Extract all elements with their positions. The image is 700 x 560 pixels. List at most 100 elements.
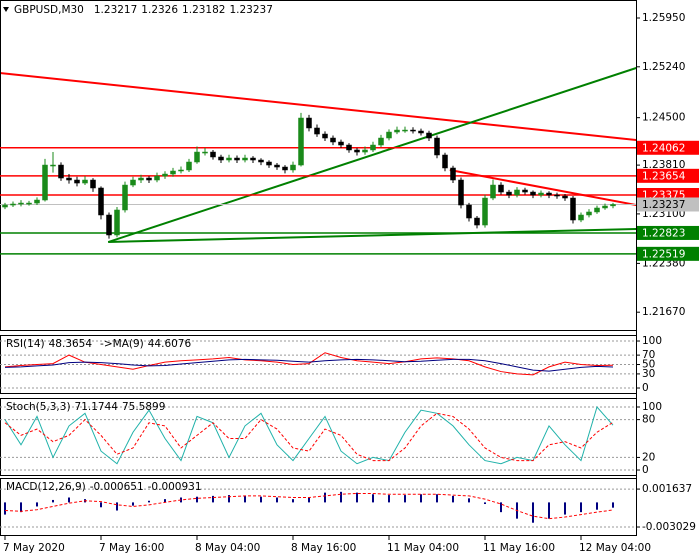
histogram-bar: [100, 502, 102, 508]
candle-body: [554, 194, 560, 197]
x-tick-label: 11 May 16:00: [483, 542, 555, 554]
histogram-bar: [468, 498, 470, 503]
y-tick-label: 100: [642, 335, 662, 347]
candle-body: [122, 184, 128, 211]
y-tick-label: 70: [642, 349, 655, 361]
histogram-bar: [244, 495, 246, 503]
indicator-name: RSI(14): [6, 338, 45, 350]
candle-body: [242, 157, 248, 161]
x-tick-label: 8 May 16:00: [291, 542, 356, 554]
candle-body: [466, 204, 472, 219]
level-label: 1.22823: [642, 227, 685, 239]
y-tick-label: -0.003029: [642, 521, 696, 533]
histogram-bar: [212, 495, 214, 503]
y-tick-label: 1.21670: [642, 306, 685, 318]
candle-body: [82, 179, 88, 184]
header-marker: [3, 7, 9, 12]
candle-body: [546, 192, 552, 196]
candle-body: [266, 161, 272, 166]
histogram-bar: [324, 492, 326, 503]
indicator-line: [4, 352, 614, 376]
indicator-value: -0.000931: [148, 481, 202, 493]
candle-body: [522, 189, 528, 193]
histogram-bar: [452, 495, 454, 503]
histogram-bar: [420, 494, 422, 503]
candle-body: [594, 207, 600, 213]
candle-body: [138, 177, 144, 181]
x-tick-label: 8 May 04:00: [195, 542, 260, 554]
candle-body: [218, 156, 224, 161]
candle-body: [202, 151, 208, 154]
indicator-line: [4, 358, 614, 372]
y-tick-label: 20: [642, 451, 655, 463]
candle-body: [282, 166, 288, 171]
y-tick-label: 50: [642, 359, 655, 371]
histogram-bar: [132, 502, 134, 506]
candle-body: [410, 129, 416, 132]
histogram-bar: [548, 502, 550, 519]
histogram-bar: [308, 497, 310, 503]
candle-body: [274, 164, 280, 168]
candle-body: [490, 184, 496, 199]
trend-line: [108, 228, 636, 244]
candle-body: [58, 164, 64, 179]
y-tick-label: 0: [642, 382, 649, 394]
level-label: 1.24062: [642, 142, 685, 154]
candle-body: [170, 170, 176, 175]
level-label-box: [637, 168, 699, 183]
indicator-title: Stoch(5,3,3) 71.1744 75.5899: [6, 401, 165, 413]
histogram-bar: [436, 494, 438, 503]
candle-body: [562, 195, 568, 199]
x-tick-label: 11 May 04:00: [387, 542, 459, 554]
histogram-bar: [564, 502, 566, 515]
histogram-bar: [356, 492, 358, 503]
candle-body: [530, 191, 536, 196]
y-tick-label: 100: [642, 401, 662, 413]
candle-body: [34, 199, 40, 204]
histogram-bar: [292, 499, 294, 503]
candle-body: [498, 184, 504, 193]
candle-body: [330, 137, 336, 143]
candle-body: [210, 151, 216, 158]
candle-body: [130, 179, 136, 186]
indicator-value: 48.3654: [49, 338, 93, 350]
candle-body: [602, 205, 608, 209]
header: GBPUSD,M30 1.23217 1.2326 1.23182 1.23237: [14, 4, 273, 16]
candle-body: [482, 197, 488, 226]
level-label-box: [637, 225, 699, 240]
current-price-box: [637, 197, 699, 212]
candle-body: [506, 191, 512, 196]
candle-body: [226, 157, 232, 161]
histogram-bar: [596, 502, 598, 510]
indicator-prefix: ->MA(9): [100, 338, 144, 350]
candle-body: [314, 127, 320, 135]
histogram-bar: [52, 499, 54, 503]
candle-body: [514, 189, 520, 196]
histogram-bar: [340, 491, 342, 503]
candle-body: [474, 217, 480, 226]
histogram-bar: [388, 495, 390, 503]
indicator-value: 44.6076: [148, 338, 192, 350]
candle-body: [338, 141, 344, 146]
candle-body: [394, 129, 400, 133]
level-label: 1.23654: [642, 170, 686, 182]
histogram-bar: [68, 497, 70, 503]
histogram-bar: [148, 500, 150, 503]
header-price: 1.23217: [94, 4, 137, 16]
candle-body: [458, 179, 464, 206]
candle-body: [346, 144, 352, 151]
candle-body: [578, 214, 584, 221]
level-label: 1.22519: [642, 248, 685, 260]
histogram-bar: [500, 502, 502, 513]
indicator-value: -0.000651: [90, 481, 144, 493]
symbol: GBPUSD,M30: [14, 4, 84, 16]
histogram-bar: [372, 494, 374, 503]
candle-body: [354, 149, 360, 153]
y-tick-label: 30: [642, 368, 655, 380]
candle-body: [538, 192, 544, 196]
candle-body: [178, 169, 184, 172]
candle-body: [42, 164, 48, 201]
histogram-bar: [404, 495, 406, 503]
